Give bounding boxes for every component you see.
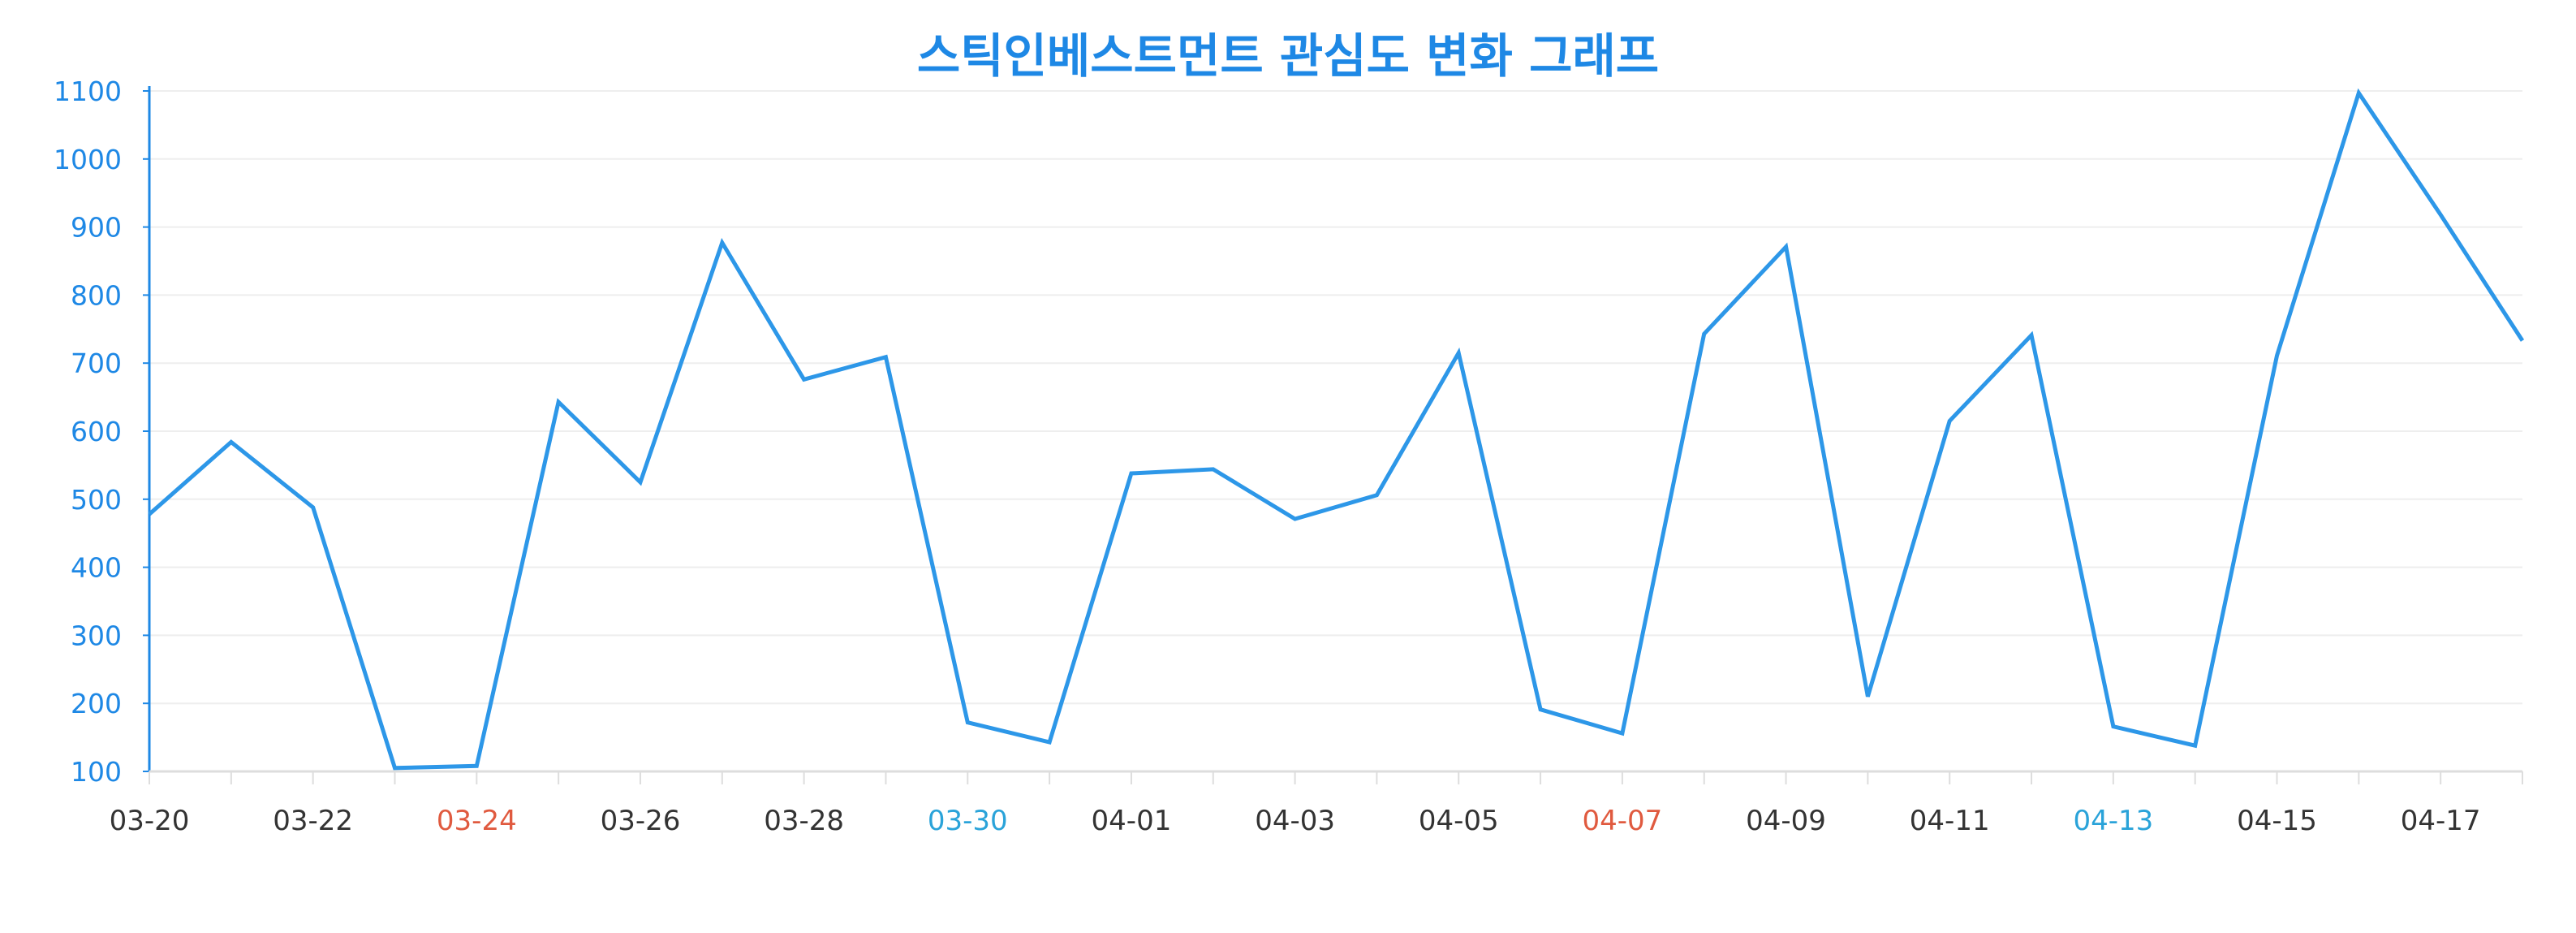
x-tick-label: 04-15 (2237, 805, 2317, 837)
x-tick-label: 03-22 (273, 805, 353, 837)
series-line (148, 88, 2525, 771)
y-tick-label: 900 (71, 212, 122, 244)
y-tick-label: 300 (71, 620, 122, 651)
y-tick-label: 500 (71, 484, 122, 516)
y-tick-labels: 100 200 300 400 500 600 700 800 900 1000 1100 (54, 76, 122, 788)
axes (143, 86, 2523, 784)
x-tick-label: 03-30 (928, 805, 1008, 837)
x-tick-label: 03-28 (764, 805, 844, 837)
y-tick-label: 1100 (54, 76, 122, 107)
y-tick-label: 400 (71, 552, 122, 584)
x-tick-label: 03-26 (601, 805, 681, 837)
x-tick-label: 04-09 (1746, 805, 1826, 837)
x-tick-label: 04-11 (1910, 805, 1990, 837)
x-tick-label: 04-13 (2073, 805, 2153, 837)
x-tick-label: 04-01 (1092, 805, 1172, 837)
y-tick-label: 800 (71, 279, 122, 311)
y-tick-label: 1000 (54, 144, 122, 175)
chart-title: 스틱인베스트먼트 관심도 변화 그래프 (916, 28, 1660, 84)
x-tick-labels: 03-20 03-22 03-24 03-26 03-28 03-30 04-01 04-03… (110, 805, 2481, 837)
x-tick-label: 03-24 (437, 805, 517, 837)
x-tick-label: 04-07 (1582, 805, 1662, 837)
x-tick-label: 04-03 (1255, 805, 1335, 837)
grid-lines (149, 90, 2522, 772)
y-tick-label: 600 (71, 416, 122, 447)
x-tick-label: 03-20 (110, 805, 190, 837)
x-tick-label: 04-17 (2401, 805, 2481, 837)
y-tick-label: 100 (71, 756, 122, 788)
x-tick-label: 04-05 (1419, 805, 1499, 837)
series-lines (148, 88, 2525, 771)
y-tick-label: 200 (71, 688, 122, 719)
y-tick-label: 700 (71, 348, 122, 379)
